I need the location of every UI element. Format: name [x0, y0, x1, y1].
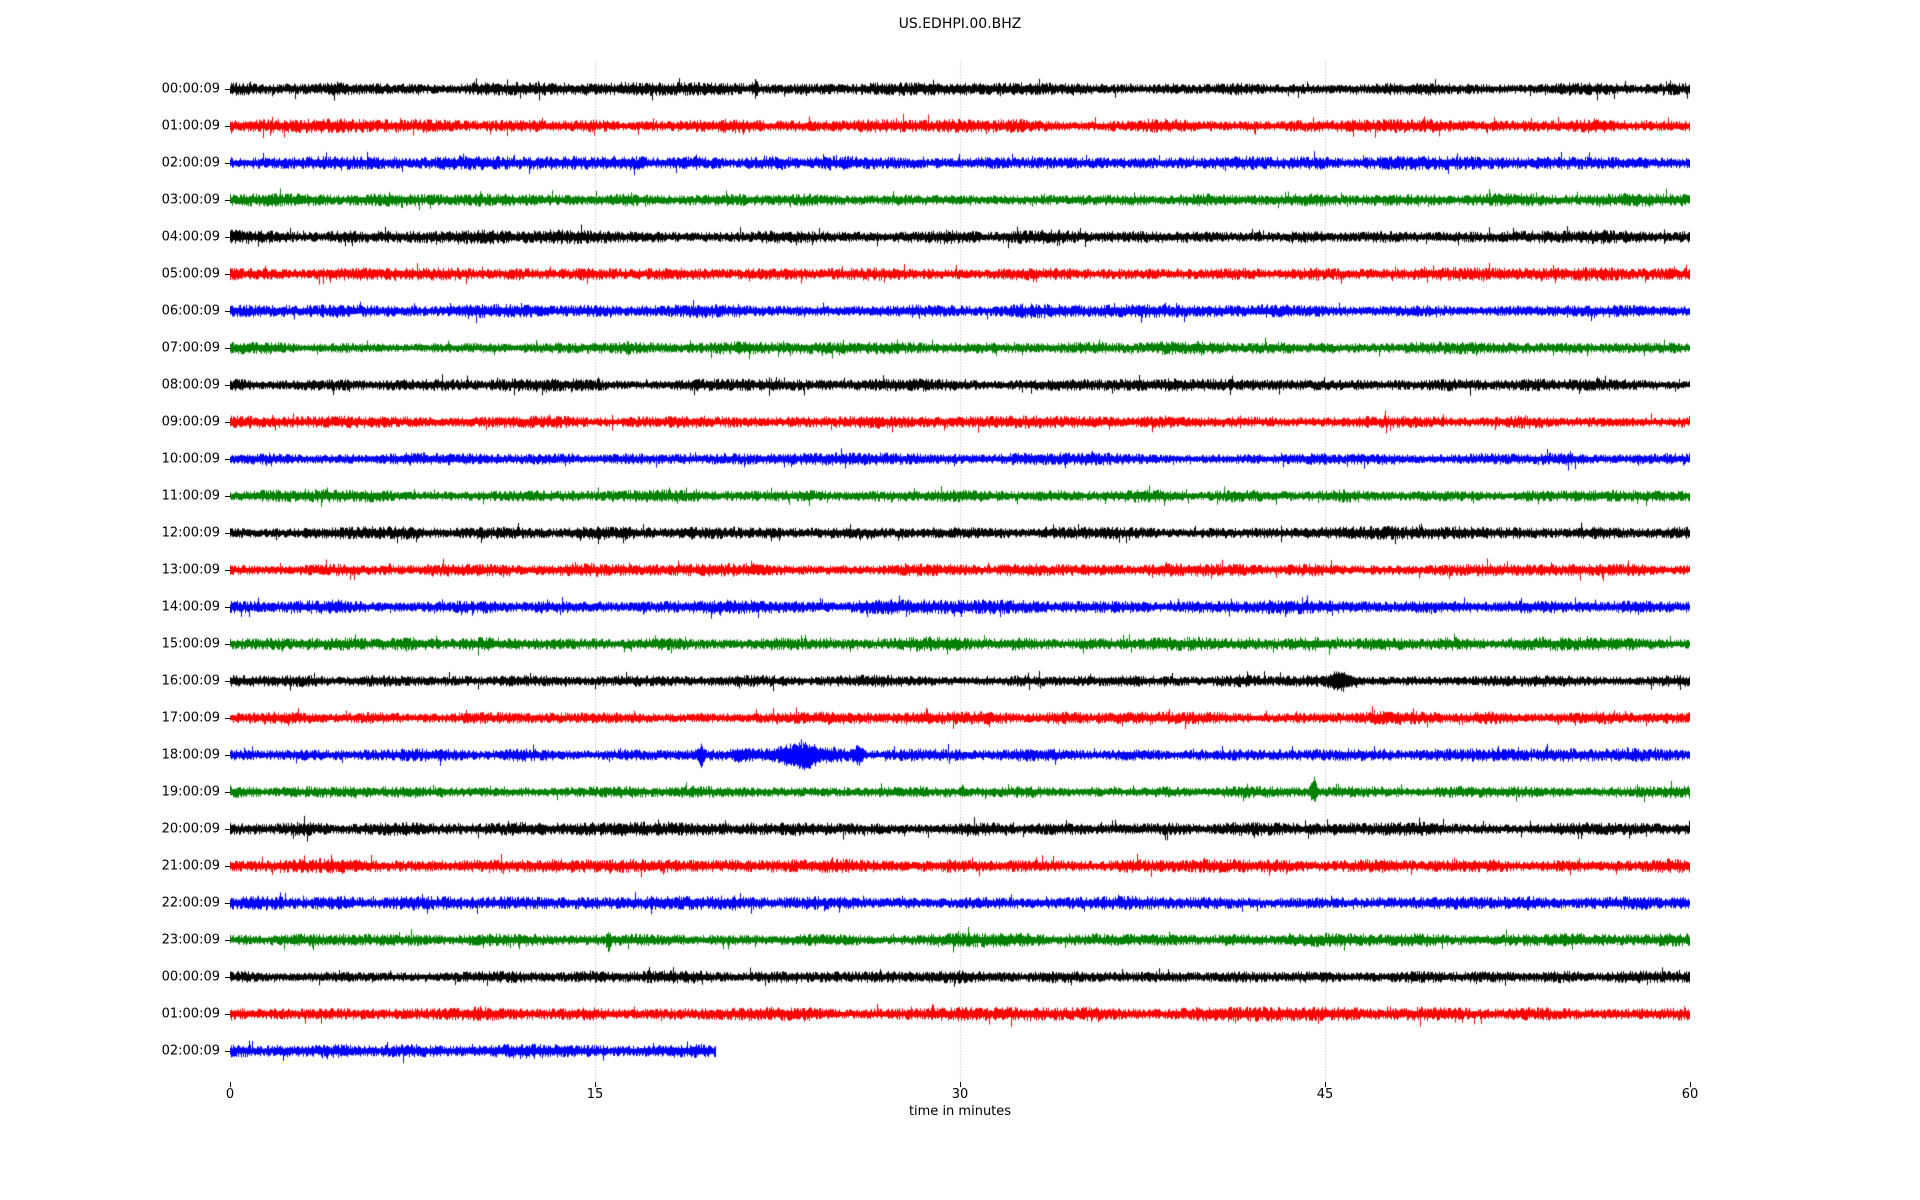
y-tick — [225, 681, 230, 682]
y-tick — [225, 348, 230, 349]
seismogram-canvas — [230, 62, 1690, 1082]
y-tick — [225, 237, 230, 238]
y-tick — [225, 200, 230, 201]
trace-time-label: 13:00:09 — [161, 562, 220, 578]
trace-time-label: 04:00:09 — [161, 229, 220, 245]
trace-time-label: 01:00:09 — [161, 1006, 220, 1022]
trace-time-label: 19:00:09 — [161, 784, 220, 800]
trace-time-label: 21:00:09 — [161, 858, 220, 874]
y-tick — [225, 1051, 230, 1052]
trace-time-label: 23:00:09 — [161, 932, 220, 948]
trace-time-label: 08:00:09 — [161, 377, 220, 393]
trace-time-label: 00:00:09 — [161, 969, 220, 985]
x-tick — [960, 1082, 961, 1087]
y-tick — [225, 977, 230, 978]
y-tick — [225, 496, 230, 497]
y-tick — [225, 311, 230, 312]
y-tick — [225, 89, 230, 90]
trace-time-label: 15:00:09 — [161, 636, 220, 652]
trace-time-label: 22:00:09 — [161, 895, 220, 911]
x-tick-label: 60 — [1681, 1087, 1699, 1102]
trace-time-label: 09:00:09 — [161, 414, 220, 430]
y-tick — [225, 1014, 230, 1015]
x-tick — [1690, 1082, 1691, 1087]
y-tick — [225, 903, 230, 904]
x-tick-label: 45 — [1316, 1087, 1334, 1102]
y-tick — [225, 163, 230, 164]
trace-time-label: 07:00:09 — [161, 340, 220, 356]
y-tick — [225, 385, 230, 386]
y-tick — [225, 644, 230, 645]
trace-time-label: 14:00:09 — [161, 599, 220, 615]
y-tick — [225, 126, 230, 127]
y-tick — [225, 792, 230, 793]
x-axis-title: time in minutes — [908, 1104, 1012, 1119]
y-tick — [225, 459, 230, 460]
y-tick — [225, 829, 230, 830]
x-tick — [1325, 1082, 1326, 1087]
trace-time-label: 18:00:09 — [161, 747, 220, 763]
y-tick — [225, 533, 230, 534]
trace-time-label: 11:00:09 — [161, 488, 220, 504]
trace-time-label: 10:00:09 — [161, 451, 220, 467]
y-tick — [225, 607, 230, 608]
x-tick-label: 0 — [225, 1087, 235, 1102]
trace-time-label: 17:00:09 — [161, 710, 220, 726]
y-tick — [225, 274, 230, 275]
y-tick — [225, 570, 230, 571]
trace-time-label: 06:00:09 — [161, 303, 220, 319]
trace-time-label: 05:00:09 — [161, 266, 220, 282]
y-tick — [225, 940, 230, 941]
y-tick — [225, 718, 230, 719]
plot-title: US.EDHPI.00.BHZ — [898, 16, 1022, 32]
x-tick — [230, 1082, 231, 1087]
x-tick — [595, 1082, 596, 1087]
trace-time-label: 00:00:09 — [161, 81, 220, 97]
trace-time-label: 03:00:09 — [161, 192, 220, 208]
trace-time-label: 02:00:09 — [161, 1043, 220, 1059]
y-tick — [225, 755, 230, 756]
x-tick-label: 30 — [951, 1087, 969, 1102]
trace-time-label: 16:00:09 — [161, 673, 220, 689]
y-tick — [225, 422, 230, 423]
y-tick — [225, 866, 230, 867]
x-tick-label: 15 — [586, 1087, 604, 1102]
trace-time-label: 20:00:09 — [161, 821, 220, 837]
trace-time-label: 12:00:09 — [161, 525, 220, 541]
trace-time-label: 01:00:09 — [161, 118, 220, 134]
trace-time-label: 02:00:09 — [161, 155, 220, 171]
